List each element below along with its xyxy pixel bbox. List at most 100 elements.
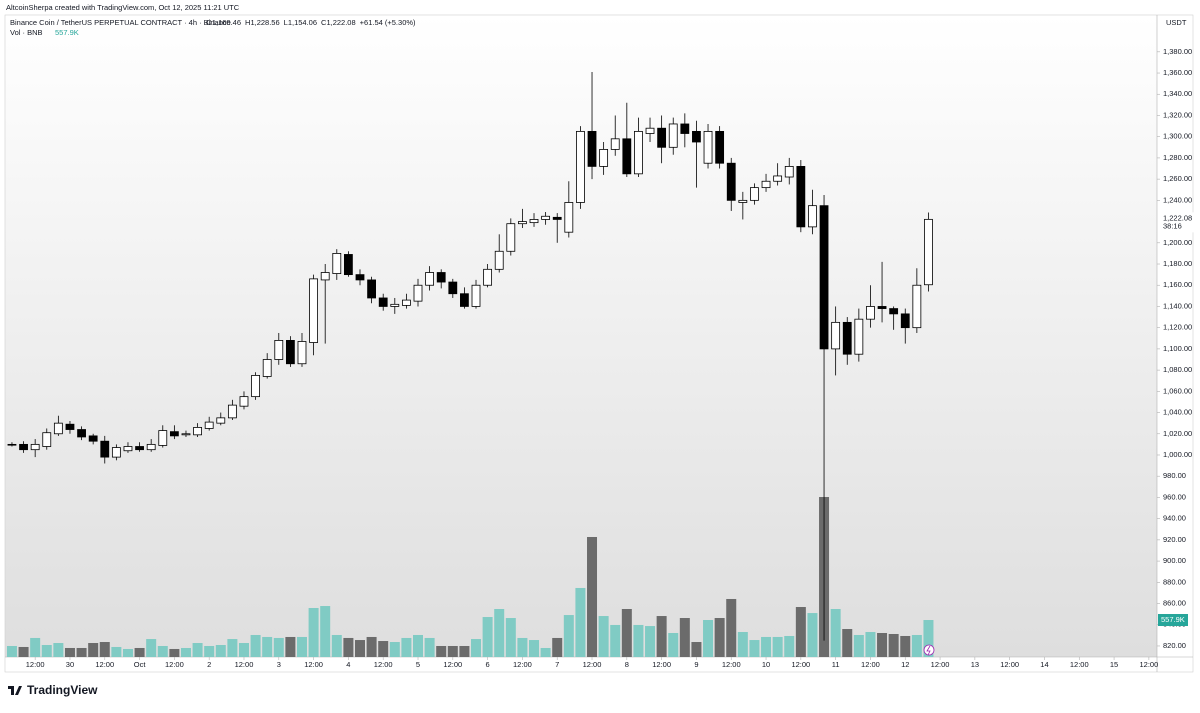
candle-body xyxy=(378,297,388,307)
candle-body xyxy=(367,279,376,299)
y-tick-label: 1,380.00 xyxy=(1163,47,1192,56)
volume-bar xyxy=(749,640,760,657)
volume-bar xyxy=(227,639,238,657)
x-tick-label: 12:00 xyxy=(235,660,254,669)
x-tick-label: 14 xyxy=(1040,660,1048,669)
y-tick-label: 1,040.00 xyxy=(1163,408,1192,417)
y-tick-label: 900.00 xyxy=(1163,556,1186,565)
candle-body xyxy=(715,130,725,164)
ohlc-value: H1,228.56 xyxy=(245,18,280,27)
volume-label: 557.9K xyxy=(1161,615,1185,624)
candle-body xyxy=(355,274,365,281)
volume-bar xyxy=(169,648,180,657)
volume-bar xyxy=(807,613,818,657)
volume-bar xyxy=(656,616,667,657)
x-tick-label: 12:00 xyxy=(722,660,741,669)
x-tick-label: 13 xyxy=(971,660,979,669)
candle-body xyxy=(204,421,214,429)
volume-bars xyxy=(6,497,934,657)
candle-body xyxy=(343,254,353,276)
y-tick-label: 820.00 xyxy=(1163,641,1186,650)
candle-body xyxy=(541,215,551,220)
volume-bar xyxy=(180,647,191,657)
candle-body xyxy=(703,130,713,164)
volume-bar xyxy=(99,642,110,657)
y-tick-label: 860.00 xyxy=(1163,599,1186,608)
volume-bar xyxy=(238,643,249,657)
candle-body xyxy=(309,278,318,343)
event-icon[interactable] xyxy=(923,644,935,656)
candle-body xyxy=(483,268,493,286)
candle-body xyxy=(564,202,574,233)
candle-body xyxy=(610,138,620,150)
volume-bar xyxy=(401,637,412,657)
volume-bar xyxy=(413,634,424,657)
volume-bar xyxy=(911,634,922,657)
y-tick-label: 1,100.00 xyxy=(1163,344,1192,353)
candle-body xyxy=(285,340,295,365)
volume-bar xyxy=(424,637,435,657)
candle-body xyxy=(796,166,806,228)
candle-body xyxy=(436,272,446,283)
volume-bar xyxy=(587,536,598,657)
volume-bar xyxy=(563,615,574,657)
y-tick-label: 1,360.00 xyxy=(1163,68,1192,77)
volume-bar xyxy=(633,624,644,657)
candle-body xyxy=(622,138,632,175)
y-tick-label: 980.00 xyxy=(1163,471,1186,480)
candle-body xyxy=(668,123,678,148)
currency: USDT xyxy=(1166,18,1187,27)
volume-bar xyxy=(900,635,911,657)
volume-bar xyxy=(668,632,679,657)
volume-bar xyxy=(273,637,284,657)
x-tick-label: 12:00 xyxy=(791,660,810,669)
volume-bar xyxy=(134,647,145,657)
candle-body xyxy=(924,218,933,286)
candle-body xyxy=(576,130,585,203)
x-tick-label: 12:00 xyxy=(652,660,671,669)
volume-bar xyxy=(610,624,621,657)
volume-bar xyxy=(215,644,226,657)
y-tick-label: 1,120.00 xyxy=(1163,323,1192,332)
volume-bar xyxy=(830,608,841,657)
candle-body xyxy=(402,299,411,306)
y-tick-label: 1,240.00 xyxy=(1163,195,1192,204)
volume-bar xyxy=(737,632,748,657)
candle-body xyxy=(692,130,701,143)
volume-bar xyxy=(343,637,354,657)
x-tick-label: 12:00 xyxy=(26,660,45,669)
candle-body xyxy=(657,127,667,148)
candle-body xyxy=(19,443,28,451)
candle-body xyxy=(100,440,110,458)
volume-bar xyxy=(552,637,563,657)
volume-bar xyxy=(320,606,331,657)
candle-body xyxy=(135,446,144,451)
countdown: 38:16 xyxy=(1163,221,1182,230)
x-tick-label: Oct xyxy=(134,660,147,669)
volume-bar xyxy=(540,647,551,657)
volume-bar xyxy=(575,587,586,657)
x-tick-label: 7 xyxy=(555,660,559,669)
x-tick-label: 12:00 xyxy=(95,660,114,669)
candle-body xyxy=(552,216,562,220)
candle-body xyxy=(88,435,98,442)
x-tick-label: 12:00 xyxy=(861,660,880,669)
volume-bar xyxy=(795,607,806,657)
candle-body xyxy=(634,130,643,175)
x-tick-label: 8 xyxy=(625,660,629,669)
x-tick-label: 5 xyxy=(416,660,420,669)
candle-body xyxy=(518,221,527,225)
frame xyxy=(4,14,1194,673)
x-tick-label: 11 xyxy=(832,660,840,669)
candle-body xyxy=(460,293,469,307)
x-tick-label: 12:00 xyxy=(513,660,532,669)
ohlc-value: L1,154.06 xyxy=(284,18,317,27)
candle-body xyxy=(320,272,330,281)
x-tick-label: 12:00 xyxy=(1070,660,1089,669)
x-tick-label: 15 xyxy=(1110,660,1118,669)
x-tick-label: 4 xyxy=(346,660,350,669)
volume-bar xyxy=(250,634,261,657)
candle-body xyxy=(889,308,899,315)
volume-bar xyxy=(645,626,656,657)
x-tick-label: 12:00 xyxy=(931,660,950,669)
